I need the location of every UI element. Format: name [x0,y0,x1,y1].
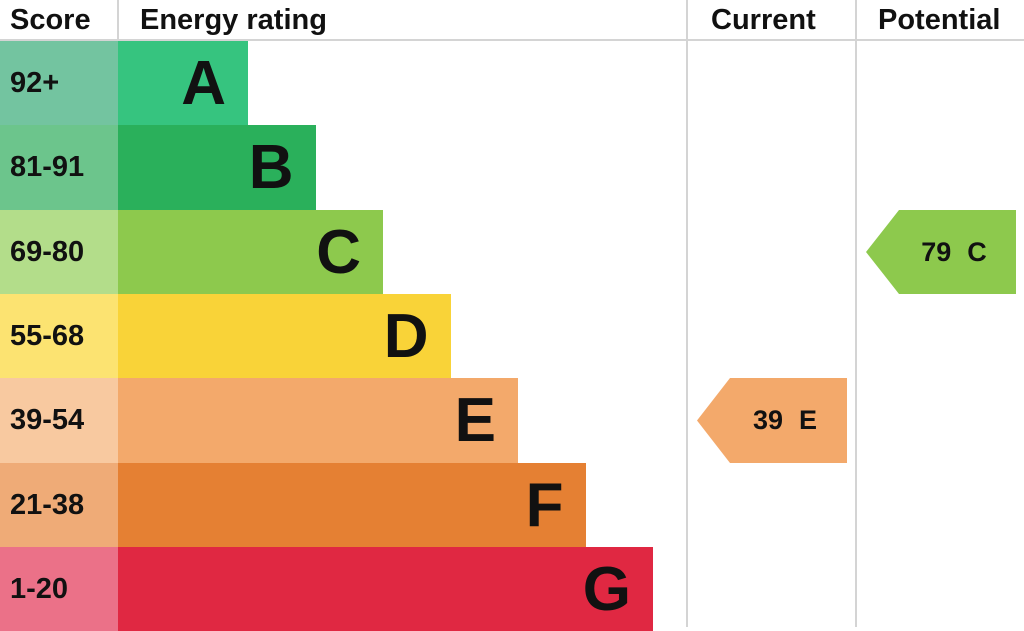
header-current: Current [711,4,816,36]
rating-bar-b: B [118,125,316,210]
column-divider [117,0,119,40]
score-range-f: 21-38 [0,463,118,547]
score-range-d: 55-68 [0,294,118,378]
rating-bar-c: C [118,210,383,294]
potential-letter: C [967,236,987,267]
column-divider [686,0,688,627]
header-divider [0,39,1024,41]
rating-bar-g: G [118,547,653,631]
header-potential: Potential [878,4,1001,36]
score-range-a: 92+ [0,41,118,125]
rating-bar-a: A [118,41,248,125]
column-divider [855,0,857,627]
score-range-b: 81-91 [0,125,118,210]
score-range-g: 1-20 [0,547,118,631]
current-rating-arrow: 39 E [697,378,847,463]
current-value: 39 [752,405,784,435]
header-score: Score [10,4,91,36]
rating-bar-d: D [118,294,451,378]
score-range-c: 69-80 [0,210,118,294]
header-energy-rating: Energy rating [140,4,327,36]
current-letter: E [799,405,818,435]
potential-rating-arrow: 79 C [866,210,1016,294]
rating-bar-e: E [118,378,518,463]
rating-bar-f: F [118,463,586,547]
score-range-e: 39-54 [0,378,118,463]
potential-value: 79 [921,236,952,267]
